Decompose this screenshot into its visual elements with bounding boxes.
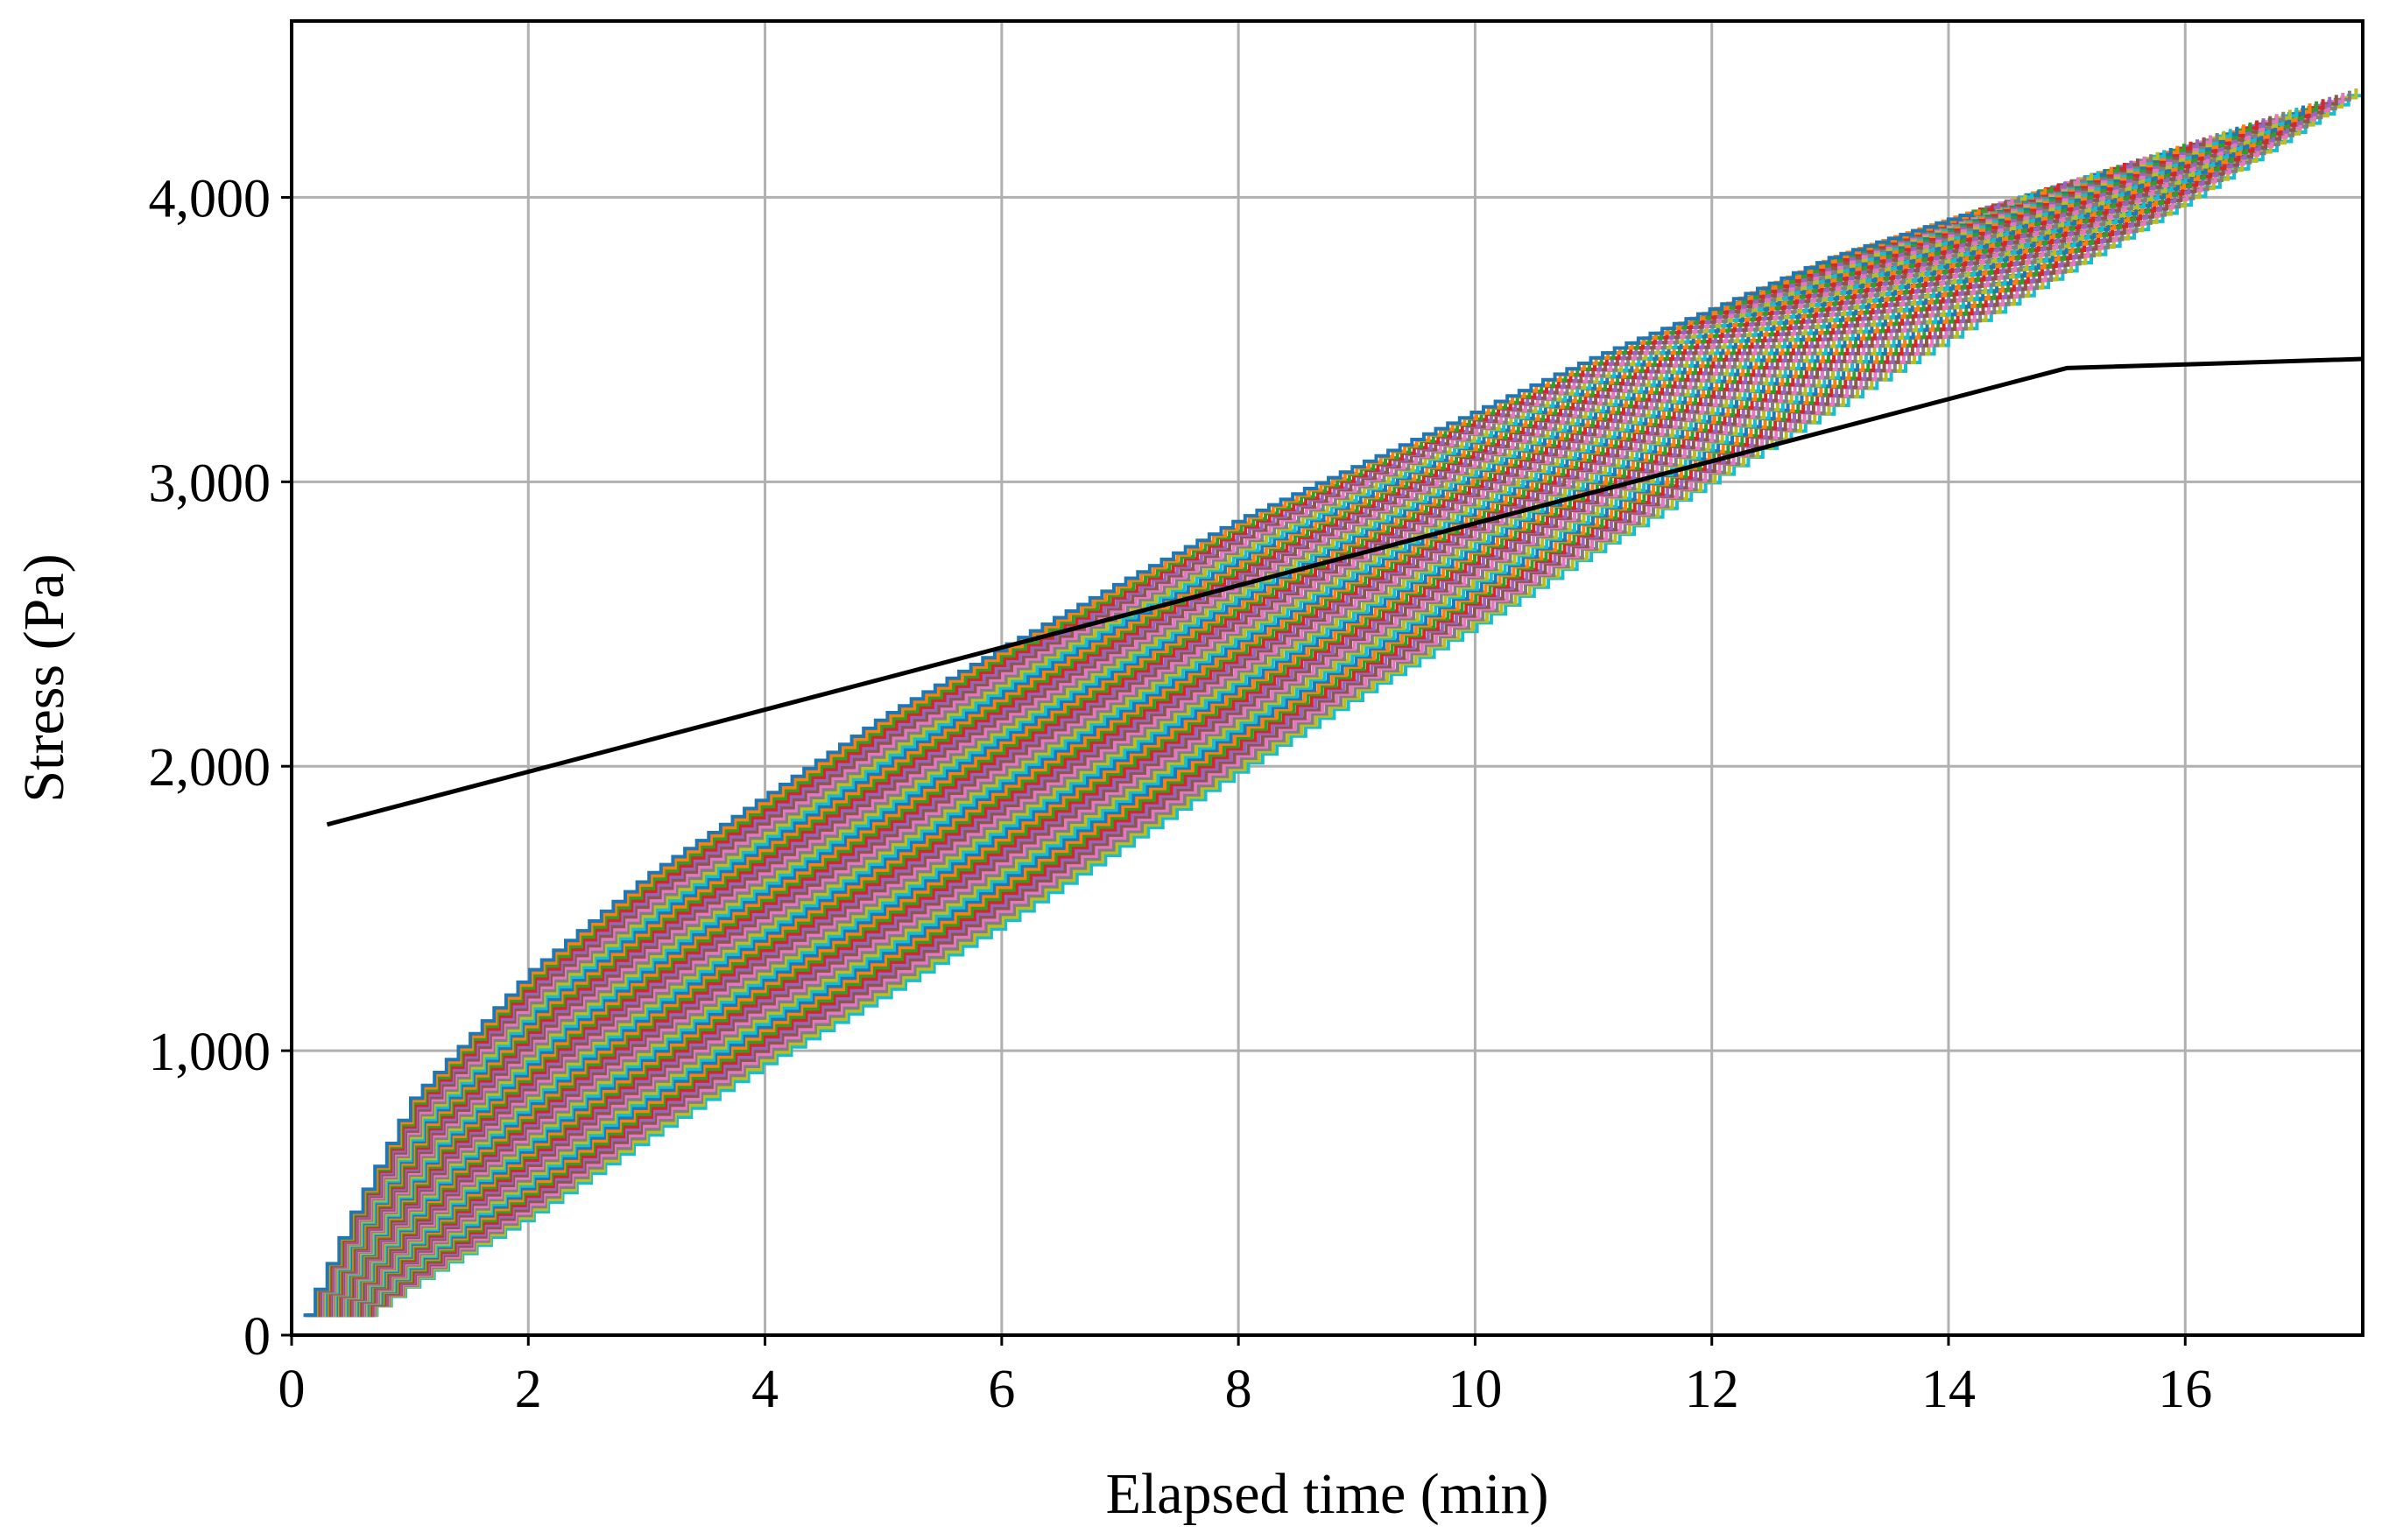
staircase-curve [340,133,2219,1318]
staircase-curve [350,111,2286,1318]
staircase-curve [332,150,2167,1318]
staircase-curve [309,199,2014,1318]
staircase-curve [328,158,2139,1318]
staircase-curve [361,88,2358,1318]
staircase-curve [349,116,2273,1318]
staircase-curve [325,165,2120,1318]
staircase-curve [328,160,2133,1318]
staircase-curve [351,109,2292,1318]
staircase-curve [335,145,2180,1318]
y-axis-ticks: 0 1,000 2,000 3,000 4,000 [149,169,292,1367]
staircase-curve [305,207,1988,1318]
staircase-curve [303,211,1974,1318]
y-tick-label: 2,000 [149,738,271,798]
staircase-curve [346,120,2259,1318]
x-tick-label: 6 [988,1360,1015,1419]
staircase-curve [356,99,2325,1318]
x-tick-label: 16 [2158,1360,2212,1419]
staircase-curve [347,118,2266,1318]
staircase-curve [331,151,2160,1318]
y-tick-label: 0 [243,1307,271,1367]
staircase-curve [307,203,2001,1318]
staircase-curve [304,209,1981,1318]
staircase-curve [353,105,2305,1318]
staircase-curve [312,192,2034,1318]
staircase-curve [333,148,2173,1318]
staircase-curve [352,108,2299,1318]
reference-line [326,356,2364,827]
x-axis-ticks: 0 2 4 6 8 10 12 14 16 [278,1335,2212,1419]
staircase-curve [358,95,2338,1318]
x-tick-label: 14 [1921,1360,1976,1419]
staircase-curve [357,96,2332,1318]
staircase-curve [318,179,2074,1318]
plot-frame [290,19,2364,1337]
x-tick-label: 0 [278,1360,306,1419]
staircase-curve [354,103,2312,1318]
reference-series [326,356,2364,827]
staircase-curve [342,129,2232,1318]
x-tick-label: 2 [515,1360,542,1419]
y-tick-label: 4,000 [149,169,271,229]
y-tick-label: 1,000 [149,1023,271,1082]
staircase-curve [343,126,2239,1318]
staircase-curve [326,163,2126,1318]
staircase-curve [329,156,2146,1318]
staircase-curve [356,101,2319,1318]
staircase-curve [311,194,2027,1318]
staircase-curve [310,196,2020,1318]
x-tick-label: 10 [1448,1360,1502,1419]
staircase-curve [339,135,2213,1318]
x-tick-label: 4 [751,1360,779,1419]
staircase-curve [345,122,2252,1318]
staircase-curve [324,166,2113,1318]
staircase-curve [321,175,2087,1318]
staircase-curve [314,188,2047,1318]
x-axis-title: Elapsed time (min) [1106,1462,1549,1526]
staircase-curve [308,200,2007,1318]
staircase-curve [317,181,2067,1318]
staircase-curve [349,114,2279,1318]
staircase-curve [321,173,2094,1318]
staircase-curve [319,177,2080,1318]
staircase-curve [359,93,2345,1318]
staircase-curve [363,86,2364,1318]
staircase-curve [360,90,2351,1318]
staircase-curve [338,137,2206,1318]
y-axis-title: Stress (Pa) [12,553,76,802]
x-tick-label: 12 [1685,1360,1739,1419]
staircase-curve-family [303,86,2364,1318]
staircase-curve [336,141,2193,1318]
staircase-curve [335,144,2186,1318]
staircase-curve [342,130,2226,1318]
staircase-curve [330,154,2153,1318]
staircase-curve [315,186,2054,1318]
staircase-curve [307,205,1994,1318]
staircase-curve [344,124,2245,1318]
staircase-curve [337,139,2199,1318]
staircase-curve [322,171,2100,1318]
x-tick-label: 8 [1225,1360,1252,1419]
y-tick-label: 3,000 [149,454,271,513]
staircase-curve [323,169,2107,1318]
staircase-curve [314,190,2040,1318]
